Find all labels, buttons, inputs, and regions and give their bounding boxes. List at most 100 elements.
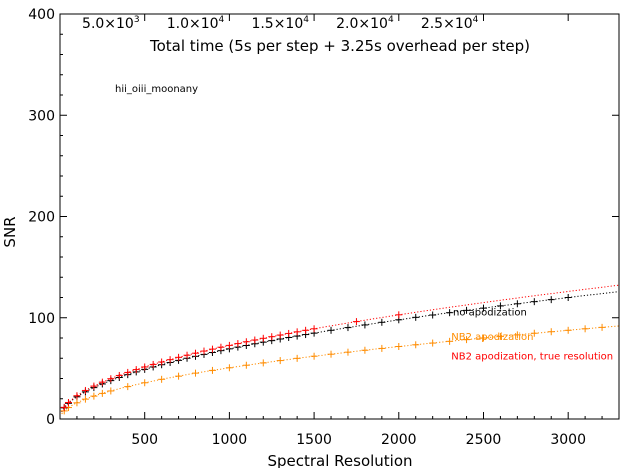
data-point xyxy=(344,348,352,356)
x-axis-title: Spectral Resolution xyxy=(267,452,412,468)
data-point xyxy=(327,326,335,334)
data-point xyxy=(124,383,132,391)
data-point xyxy=(259,334,267,342)
series-label-0: no apodization xyxy=(453,308,527,319)
data-point xyxy=(98,389,106,397)
data-point xyxy=(293,354,301,362)
data-point xyxy=(530,329,538,337)
data-point xyxy=(73,399,81,407)
fit-curve-2 xyxy=(61,284,620,412)
data-point xyxy=(496,332,504,340)
data-point xyxy=(285,329,293,337)
data-point xyxy=(479,334,487,342)
data-point xyxy=(463,336,471,344)
y-tick-label: 300 xyxy=(28,108,55,124)
data-point xyxy=(268,333,276,341)
data-point xyxy=(361,346,369,354)
data-point xyxy=(327,350,335,358)
data-point xyxy=(276,331,284,339)
data-point xyxy=(90,392,98,400)
data-point xyxy=(429,339,437,347)
data-point xyxy=(446,337,454,345)
data-point xyxy=(225,364,233,372)
x-tick-label: 2500 xyxy=(466,432,502,448)
data-point xyxy=(547,328,555,336)
data-point xyxy=(259,359,267,367)
top-tick-label: 1.0×104 xyxy=(167,15,225,32)
data-point xyxy=(530,298,538,306)
y-axis-title: SNR xyxy=(1,216,19,247)
data-point xyxy=(598,323,606,331)
data-point xyxy=(310,352,318,360)
data-point xyxy=(208,366,216,374)
data-point xyxy=(310,325,318,333)
data-point xyxy=(293,328,301,336)
data-point xyxy=(412,341,420,349)
fit-curves xyxy=(61,284,620,415)
series-label-2: NB2 apodization, true resolution xyxy=(451,351,613,362)
data-point xyxy=(60,403,68,411)
data-point xyxy=(463,306,471,314)
data-point xyxy=(107,375,115,383)
data-point xyxy=(352,318,360,326)
data-point xyxy=(183,351,191,359)
data-point xyxy=(217,343,225,351)
data-point xyxy=(446,309,454,317)
top-tick-label: 1.5×104 xyxy=(251,15,309,32)
x-tick-label: 500 xyxy=(131,432,158,448)
data-point xyxy=(581,325,589,333)
data-point xyxy=(175,372,183,380)
data-point xyxy=(124,368,132,376)
fit-curve-0 xyxy=(61,291,620,413)
data-point xyxy=(496,302,504,310)
data-point xyxy=(513,331,521,339)
top-tick-label: 2.0×104 xyxy=(336,15,394,32)
y-tick-label: 0 xyxy=(46,412,55,428)
data-point xyxy=(90,382,98,390)
y-tick-label: 400 xyxy=(28,7,55,23)
annotation-label: hii_oiii_moonany xyxy=(115,84,198,95)
x-tick-label: 1000 xyxy=(212,432,248,448)
data-point xyxy=(564,294,572,301)
data-point xyxy=(412,313,420,321)
data-point xyxy=(98,378,106,386)
x-tick-label: 2000 xyxy=(381,432,417,448)
data-point xyxy=(251,336,259,344)
y-tick-label: 100 xyxy=(28,311,55,327)
data-markers xyxy=(60,294,606,415)
fit-curve-1 xyxy=(61,325,620,415)
data-point xyxy=(141,363,149,371)
data-point xyxy=(302,326,310,334)
x-tick-label: 1500 xyxy=(296,432,332,448)
top-axis-title: Total time (5s per step + 3.25s overhead… xyxy=(149,37,530,55)
data-point xyxy=(64,398,72,406)
data-point xyxy=(149,360,157,368)
data-point xyxy=(141,379,149,387)
data-point xyxy=(158,358,166,366)
top-tick-label: 2.5×104 xyxy=(421,15,479,32)
data-point xyxy=(547,296,555,304)
data-point xyxy=(81,386,89,394)
data-point xyxy=(395,311,403,319)
data-point xyxy=(242,338,250,346)
data-point xyxy=(158,375,166,383)
series-labels: no apodization NB2 apodization NB2 apodiza… xyxy=(451,308,613,363)
data-point xyxy=(73,392,81,400)
data-point xyxy=(378,318,386,326)
top-tick-label: 5.0×103 xyxy=(82,15,140,32)
data-point xyxy=(192,349,200,357)
data-point xyxy=(175,353,183,361)
data-point xyxy=(513,300,521,308)
data-point xyxy=(81,395,89,403)
data-point xyxy=(132,366,140,374)
data-point xyxy=(234,340,242,348)
data-point xyxy=(208,345,216,353)
y-tick-label: 200 xyxy=(28,210,55,226)
data-point xyxy=(378,344,386,352)
data-point xyxy=(429,311,437,319)
data-point xyxy=(200,347,208,355)
data-point xyxy=(479,304,487,312)
data-point xyxy=(344,324,352,332)
